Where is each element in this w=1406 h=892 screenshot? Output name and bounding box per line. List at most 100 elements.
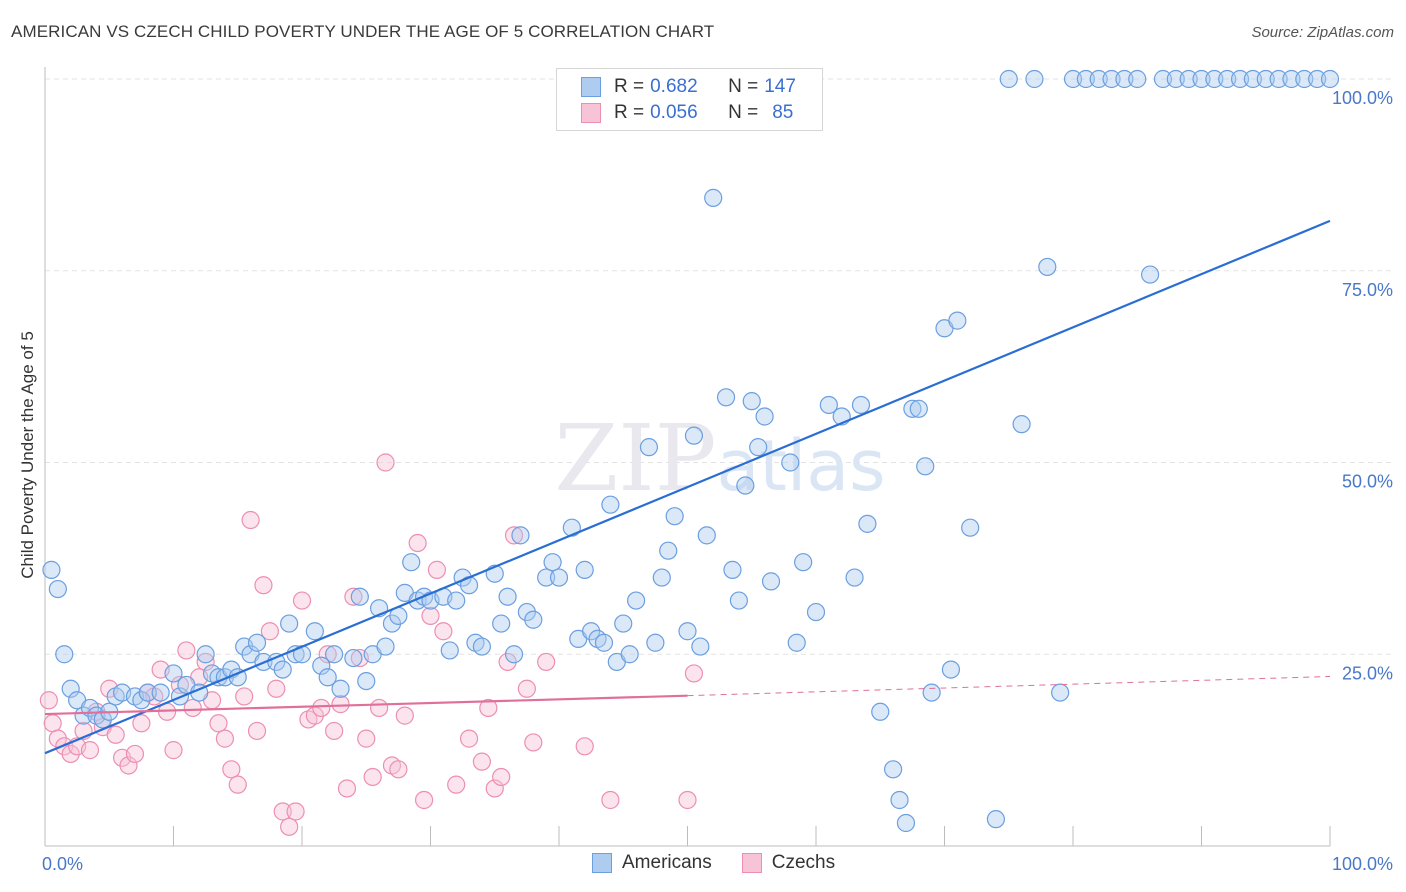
americans-point — [1282, 69, 1301, 89]
correlation-legend: R = 0.682 N = 147 R = 0.056 N = 85 — [556, 68, 823, 131]
legend-item-americans: Americans — [592, 852, 712, 874]
czechs-point — [241, 510, 260, 530]
czechs-trend-extension — [687, 675, 1331, 697]
americans-point — [851, 395, 871, 415]
czechs-point — [177, 641, 196, 660]
r-label: R = — [614, 76, 645, 97]
americans-point — [986, 810, 1006, 829]
americans-point — [1153, 69, 1173, 89]
czechs-point — [479, 698, 498, 718]
americans-point — [909, 399, 928, 418]
americans-point — [511, 526, 530, 545]
czechs-point — [524, 733, 543, 752]
czechs-point — [254, 576, 273, 595]
n-label: N = — [728, 76, 759, 97]
americans-point — [575, 560, 594, 579]
czechs-point — [344, 587, 363, 606]
americans-point — [196, 645, 215, 664]
chart-title: AMERICAN VS CZECH CHILD POVERTY UNDER TH… — [11, 22, 715, 41]
americans-point — [1076, 69, 1095, 89]
americans-point — [273, 660, 292, 679]
americans-point — [549, 568, 569, 587]
americans-point — [903, 399, 922, 418]
czechs-point — [222, 760, 241, 779]
americans-point — [941, 660, 961, 679]
americans-point — [61, 679, 80, 698]
americans-point — [472, 637, 491, 656]
czechs-point — [434, 622, 453, 641]
americans-point — [331, 679, 350, 698]
czechs-point — [408, 533, 427, 553]
y-axis-label: Child Poverty Under the Age of 5 — [18, 331, 37, 579]
czechs-point — [395, 706, 414, 725]
americans-point — [665, 507, 684, 526]
czechs-point — [280, 817, 299, 836]
americans-point — [164, 664, 183, 683]
czechs-swatch — [741, 853, 762, 873]
source-label: Source: ZipAtlas.com — [1251, 24, 1394, 41]
americans-point — [55, 645, 74, 664]
americans-point — [794, 553, 813, 572]
americans-point — [42, 560, 61, 579]
americans-point — [620, 645, 639, 664]
czechs-point — [504, 526, 524, 545]
americans-point — [697, 526, 716, 545]
watermark-zip: ZIP — [554, 405, 716, 512]
americans-point — [376, 637, 395, 656]
czechs-point — [472, 752, 491, 771]
czechs-point — [363, 767, 382, 787]
americans-point — [562, 518, 581, 537]
czechs-label: Czechs — [771, 852, 836, 873]
americans-point — [1269, 69, 1288, 89]
americans-point — [151, 683, 170, 702]
czechs-point — [678, 790, 697, 810]
americans-point — [1038, 257, 1057, 277]
americans-point — [691, 637, 710, 656]
watermark-atlas: atlas — [717, 425, 886, 507]
czechs-point — [312, 698, 331, 718]
r-label: R = — [614, 102, 645, 123]
czechs-point — [125, 744, 145, 764]
n-value: 147 — [764, 76, 796, 97]
czechs-point — [228, 775, 247, 794]
americans-label: Americans — [622, 852, 712, 873]
americans-point — [890, 790, 909, 810]
americans-point — [1230, 69, 1250, 89]
czechs-point — [427, 560, 447, 579]
americans-point — [543, 553, 562, 572]
americans-point — [402, 553, 421, 572]
americans-point — [659, 541, 678, 560]
americans-point — [639, 438, 659, 457]
r-value: 0.056 — [650, 102, 698, 123]
americans-point — [492, 614, 511, 633]
americans-point — [1102, 69, 1121, 89]
trend-lines — [44, 219, 1331, 755]
americans-point — [318, 668, 337, 687]
americans-point — [787, 633, 806, 652]
americans-point — [883, 760, 903, 779]
y-tick-label: 25.0% — [1342, 663, 1393, 683]
americans-point — [922, 683, 941, 702]
grid-lines — [45, 78, 1395, 655]
series-legend: Americans Czechs — [592, 852, 865, 874]
americans-point — [601, 495, 620, 514]
americans-point — [498, 587, 517, 606]
czechs-point — [357, 729, 376, 748]
czechs-point — [286, 802, 305, 821]
americans-point — [1192, 69, 1211, 89]
legend-row-czechs: R = 0.056 N = 85 — [581, 101, 793, 125]
americans-point — [1179, 69, 1198, 89]
czechs-point — [337, 779, 357, 798]
czechs-point — [119, 756, 138, 775]
americans-point — [678, 622, 697, 641]
americans-point — [1166, 69, 1185, 89]
n-label: N = — [728, 102, 759, 123]
americans-point — [1128, 69, 1147, 89]
czechs-point — [370, 698, 389, 718]
americans-point — [806, 602, 826, 622]
y-tick-label: 100.0% — [1332, 88, 1393, 108]
americans-point — [48, 579, 67, 599]
americans-point — [736, 476, 755, 495]
czechs-point — [209, 714, 228, 733]
czechs-point — [132, 714, 151, 733]
